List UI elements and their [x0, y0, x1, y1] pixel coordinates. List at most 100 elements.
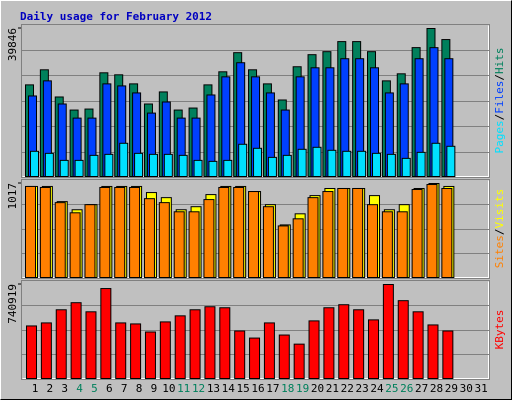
bar [208, 160, 218, 177]
bar [70, 302, 82, 379]
bar [297, 148, 307, 178]
legend-entry: KBytes [493, 310, 506, 350]
x-tick-label: 8 [136, 382, 143, 395]
legend-entry: Visits [493, 189, 506, 229]
bar [174, 315, 186, 379]
bar [54, 202, 66, 278]
bar [178, 154, 188, 177]
x-tick-label: 16 [251, 382, 264, 395]
x-tick-label: 5 [91, 382, 98, 395]
bar [323, 307, 335, 379]
legend-separator: / [493, 74, 506, 81]
legend: Pages/Files/Hits [493, 48, 506, 154]
bar [342, 150, 352, 178]
bar [441, 187, 453, 278]
bar [148, 153, 158, 178]
bar [193, 159, 203, 178]
x-tick-label: 1 [32, 382, 39, 395]
bar [262, 206, 274, 278]
y-tick-label: 740919 [6, 284, 19, 324]
x-tick-label: 9 [151, 382, 158, 395]
bar [84, 204, 96, 278]
x-tick-label: 10 [162, 382, 175, 395]
bar [69, 212, 81, 278]
legend-separator: / [493, 114, 506, 121]
bar [25, 185, 36, 278]
bar [158, 202, 170, 278]
x-tick-label: 20 [311, 382, 324, 395]
bar [338, 304, 350, 379]
bar [396, 211, 408, 278]
bar [40, 322, 52, 380]
x-tick-label: 29 [445, 382, 458, 395]
x-tick-label: 18 [281, 382, 294, 395]
bar [312, 146, 322, 178]
bar [115, 322, 127, 380]
bar [30, 150, 39, 178]
bar [411, 189, 423, 279]
x-tick-label: 11 [177, 382, 190, 395]
x-tick-label: 7 [121, 382, 128, 395]
x-tick-label: 31 [474, 382, 487, 395]
bar [253, 147, 263, 177]
bar [382, 284, 394, 379]
bar [55, 309, 67, 379]
bar [427, 324, 439, 379]
bar [218, 186, 230, 279]
bar [292, 218, 304, 278]
x-tick-label: 15 [237, 382, 250, 395]
bar [293, 343, 305, 380]
legend-separator: / [493, 229, 506, 236]
bar [163, 153, 173, 178]
bar [114, 186, 126, 279]
bar [144, 331, 156, 380]
bar [233, 186, 245, 279]
bar [104, 153, 114, 178]
x-tick-label: 3 [61, 382, 68, 395]
bar [308, 320, 320, 380]
x-tick-label: 2 [47, 382, 54, 395]
bar [143, 198, 155, 278]
bar [367, 204, 379, 278]
bar [327, 149, 337, 177]
bar [26, 325, 37, 380]
bar [386, 153, 396, 178]
bar [431, 142, 441, 177]
bar [416, 151, 426, 178]
bar [44, 152, 54, 177]
x-tick-label: 12 [192, 382, 205, 395]
bar [238, 143, 248, 177]
bar [307, 197, 319, 278]
bar [159, 321, 171, 379]
x-tick-label: 25 [385, 382, 398, 395]
bar [278, 334, 290, 379]
x-tick-label: 22 [341, 382, 354, 395]
bar [282, 154, 292, 177]
bar [85, 311, 97, 379]
bar [203, 199, 215, 278]
bar [59, 159, 69, 178]
bar [39, 186, 51, 279]
legend: Sites/Visits [493, 189, 506, 269]
bar [322, 191, 334, 278]
bar [401, 157, 411, 178]
bar [397, 300, 409, 379]
legend-entry: Hits [493, 48, 506, 75]
bar [372, 152, 382, 177]
bar [99, 186, 111, 279]
x-tick-label: 14 [222, 382, 236, 395]
bar [352, 187, 364, 278]
x-tick-label: 28 [430, 382, 443, 395]
x-tick-label: 17 [266, 382, 279, 395]
bar [189, 309, 201, 379]
bar [446, 145, 456, 177]
x-tick-label: 6 [106, 382, 113, 395]
x-tick-label: 23 [356, 382, 369, 395]
x-tick-label: 21 [326, 382, 339, 395]
legend-entry: Sites [493, 235, 506, 268]
bar [277, 225, 289, 278]
y-tick-label: 1017 [6, 183, 19, 210]
bar [337, 187, 349, 278]
